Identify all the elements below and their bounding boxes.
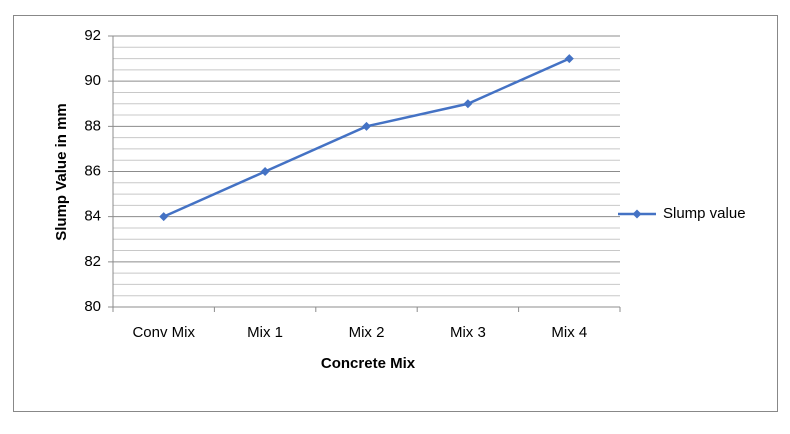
legend-marker bbox=[632, 209, 642, 219]
y-tick-label: 90 bbox=[84, 72, 101, 89]
data-point bbox=[260, 167, 270, 176]
x-tick-label: Conv Mix bbox=[132, 324, 195, 341]
y-tick-label: 84 bbox=[84, 208, 101, 225]
y-tick-label: 80 bbox=[84, 298, 101, 315]
y-tick-label: 82 bbox=[84, 253, 101, 270]
data-point bbox=[463, 99, 473, 109]
x-tick-label: Mix 1 bbox=[247, 324, 283, 341]
x-tick-label: Mix 3 bbox=[450, 324, 486, 341]
x-tick-label: Mix 2 bbox=[349, 324, 385, 341]
data-point bbox=[159, 212, 169, 222]
data-point bbox=[564, 54, 574, 64]
legend-label: Slump value bbox=[663, 205, 746, 222]
y-tick-label: 92 bbox=[84, 27, 101, 44]
x-axis-title: Concrete Mix bbox=[321, 355, 416, 372]
data-point bbox=[362, 121, 371, 131]
y-tick-label: 86 bbox=[84, 162, 101, 179]
y-axis-title: Slump Value in mm bbox=[53, 103, 70, 241]
x-tick-label: Mix 4 bbox=[551, 324, 587, 341]
y-tick-label: 88 bbox=[84, 117, 101, 134]
